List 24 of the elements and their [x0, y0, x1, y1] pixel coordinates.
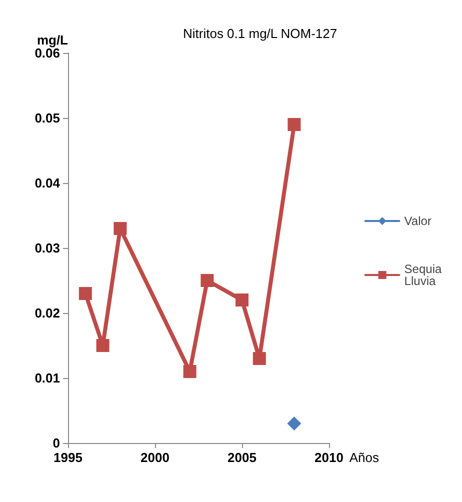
y-axis-title: mg/L [36, 32, 68, 48]
chart-title: Nitritos 0.1 mg/L NOM-127 [183, 26, 338, 41]
point [236, 294, 248, 306]
y-tick-label: 0.01 [34, 370, 60, 386]
point [288, 118, 301, 131]
x-tick-label: 2005 [228, 450, 256, 465]
point [96, 339, 110, 352]
y-tick-label: 0 [52, 436, 60, 450]
point [287, 416, 302, 430]
point [114, 222, 127, 235]
point [252, 352, 266, 365]
legend-label: Sequia Lluvia [404, 262, 446, 288]
point [200, 274, 214, 287]
point [183, 365, 196, 378]
x-tick-label: 2000 [140, 450, 170, 465]
y-tick-label: 0.03 [34, 240, 60, 256]
point [78, 287, 92, 300]
x-tick-label: 2010 [314, 450, 344, 465]
y-tick-label: 0.02 [34, 306, 60, 320]
legend-label: Valor [404, 214, 432, 228]
x-axis-title: Años [349, 450, 380, 465]
y-tick-label: 0.05 [34, 110, 60, 126]
x-tick-label: 1995 [54, 450, 82, 465]
y-tick-label: 0.04 [34, 176, 61, 190]
